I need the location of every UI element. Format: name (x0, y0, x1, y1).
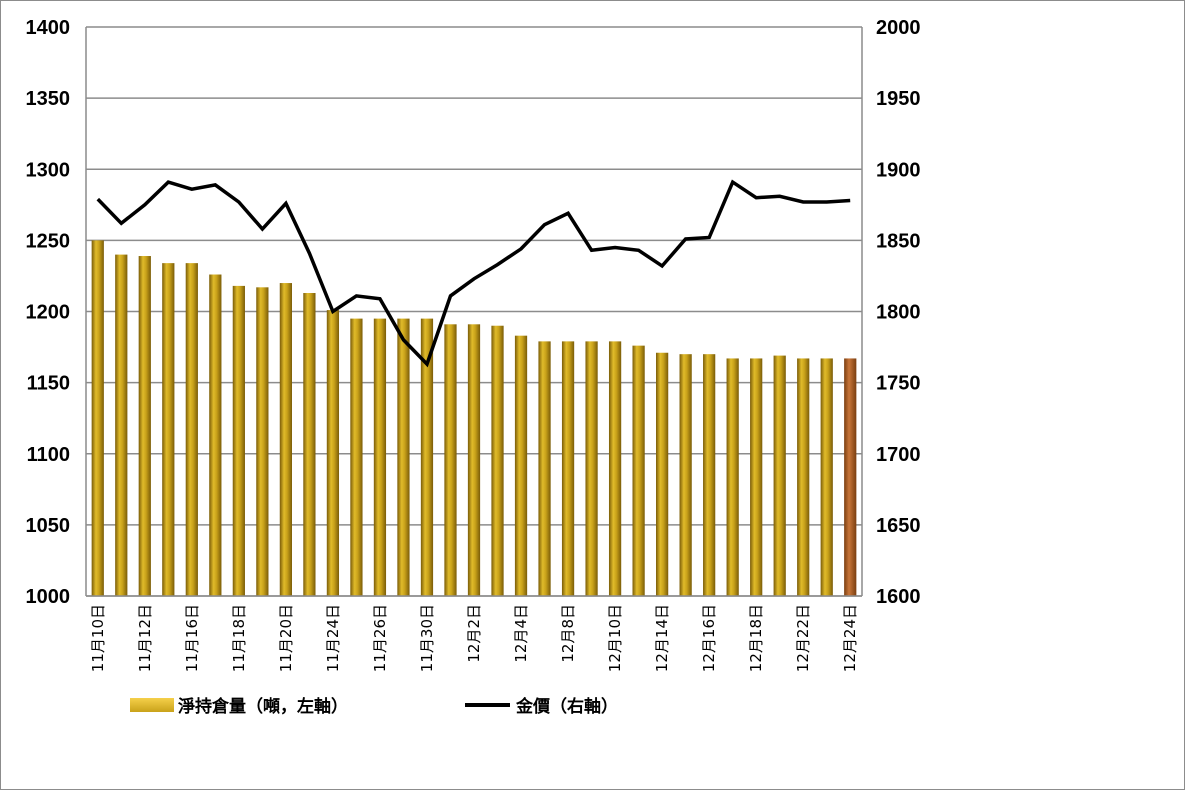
x-tick-label: 11月26日 (371, 604, 389, 672)
bar (820, 358, 833, 596)
x-tick-label: 11月20日 (277, 604, 295, 672)
right-tick-label: 1800 (876, 302, 921, 324)
left-tick-label: 1250 (26, 230, 71, 252)
left-tick-label: 1000 (26, 586, 71, 608)
bar (491, 325, 504, 596)
bar (608, 341, 622, 596)
x-tick-label: 11月12日 (136, 604, 154, 672)
bar (444, 324, 457, 596)
legend-bar-swatch (130, 698, 174, 712)
left-tick-label: 1350 (26, 88, 71, 110)
x-tick-label: 12月4日 (512, 604, 530, 663)
bar-last (844, 358, 857, 596)
bar (209, 274, 222, 596)
bar (656, 352, 669, 596)
bar (115, 254, 128, 596)
right-tick-label: 1650 (876, 515, 921, 537)
right-tick-label: 1950 (876, 88, 921, 110)
x-tick-label: 12月14日 (653, 604, 671, 672)
right-tick-label: 1900 (876, 159, 921, 181)
x-tick-label: 12月18日 (747, 604, 765, 672)
right-tick-label: 1700 (876, 444, 921, 466)
left-tick-label: 1150 (27, 373, 70, 395)
bar (679, 354, 692, 596)
bar (585, 341, 598, 596)
bar (514, 335, 528, 596)
x-tick-label: 11月16日 (183, 604, 201, 672)
x-tick-label: 12月16日 (700, 604, 718, 672)
x-tick-label: 12月10日 (606, 604, 624, 672)
legend-bar-label: 淨持倉量（噸，左軸） (178, 696, 348, 717)
x-tick-label: 12月22日 (794, 604, 812, 672)
left-tick-label: 1200 (26, 302, 71, 324)
x-tick-label: 12月24日 (841, 604, 859, 672)
bar (303, 293, 316, 596)
right-tick-label: 1850 (876, 230, 921, 252)
left-tick-label: 1100 (27, 444, 70, 466)
bar (397, 318, 410, 596)
bar (726, 358, 739, 596)
bar (773, 355, 786, 596)
bar (467, 324, 481, 596)
bar (632, 345, 645, 596)
bar (750, 358, 763, 596)
bar (138, 256, 151, 596)
left-tick-label: 1050 (26, 515, 71, 537)
left-tick-label: 1300 (26, 159, 71, 181)
bar (91, 240, 104, 596)
bar (232, 285, 245, 596)
bar (326, 310, 340, 596)
right-tick-label: 2000 (876, 17, 921, 39)
x-tick-label: 12月2日 (465, 604, 483, 663)
bar (561, 341, 575, 596)
x-tick-label: 12月8日 (559, 604, 577, 663)
legend-line-label: 金價（右軸） (515, 696, 618, 717)
bar (420, 318, 434, 596)
bar (256, 287, 269, 596)
bar (185, 263, 198, 596)
bar (538, 341, 551, 596)
bar (703, 354, 716, 596)
right-tick-label: 1600 (876, 586, 921, 608)
right-tick-label: 1750 (876, 373, 921, 395)
x-tick-label: 11月24日 (324, 604, 342, 672)
bar (162, 263, 175, 596)
x-tick-label: 11月10日 (89, 604, 107, 672)
bar (797, 358, 810, 596)
bar (350, 318, 363, 596)
bar (279, 283, 292, 596)
bar (373, 318, 387, 596)
left-tick-label: 1400 (26, 17, 71, 39)
x-tick-label: 11月30日 (418, 604, 436, 672)
price-line (96, 179, 851, 368)
x-tick-label: 11月18日 (230, 604, 248, 672)
